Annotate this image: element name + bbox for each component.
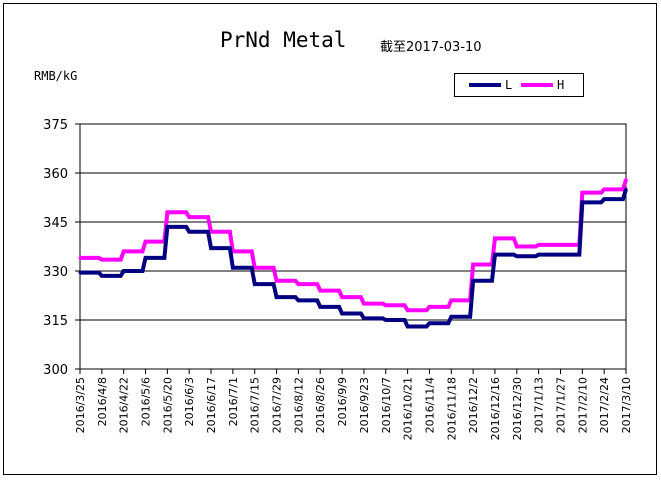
y-tick-label-2: 330 bbox=[43, 265, 68, 280]
x-tick-label-2: 2016/4/22 bbox=[118, 377, 131, 433]
data-point-l-24 bbox=[602, 197, 606, 201]
data-point-l-2 bbox=[122, 269, 126, 273]
data-point-l-18 bbox=[471, 279, 475, 283]
data-point-h-18 bbox=[471, 262, 475, 266]
data-point-h-8 bbox=[253, 266, 257, 270]
x-tick-label-25: 2017/3/10 bbox=[620, 377, 633, 433]
data-point-l-17 bbox=[449, 315, 453, 319]
x-tick-label-7: 2016/7/1 bbox=[227, 377, 240, 426]
x-tick-label-4: 2016/5/20 bbox=[161, 377, 174, 433]
y-tick-label-1: 315 bbox=[43, 314, 68, 329]
data-point-h-20 bbox=[515, 245, 519, 248]
data-point-h-21 bbox=[537, 243, 541, 247]
x-tick-label-11: 2016/8/26 bbox=[314, 377, 327, 433]
data-point-l-10 bbox=[296, 298, 300, 302]
data-point-l-15 bbox=[406, 325, 410, 329]
x-tick-label-24: 2017/2/24 bbox=[598, 377, 611, 433]
data-point-h-19 bbox=[493, 236, 497, 240]
data-point-h-17 bbox=[449, 298, 453, 302]
data-point-l-1 bbox=[100, 274, 104, 278]
data-point-l-14 bbox=[384, 318, 388, 322]
x-tick-label-15: 2016/10/21 bbox=[402, 377, 415, 440]
y-tick-label-5: 375 bbox=[43, 118, 68, 133]
data-point-h-12 bbox=[340, 295, 344, 299]
data-point-l-25 bbox=[624, 187, 628, 191]
data-point-l-23 bbox=[580, 200, 584, 204]
data-point-l-11 bbox=[318, 305, 322, 309]
legend-swatch-l bbox=[469, 83, 501, 87]
data-point-h-16 bbox=[427, 305, 431, 309]
legend-item-l: L bbox=[469, 76, 512, 94]
x-tick-label-5: 2016/6/3 bbox=[183, 377, 196, 426]
data-point-h-25 bbox=[624, 178, 628, 182]
y-tick-label-0: 300 bbox=[43, 363, 68, 378]
legend-item-h: H bbox=[521, 76, 564, 94]
data-point-l-5 bbox=[187, 230, 191, 234]
legend-label-l: L bbox=[505, 78, 513, 92]
data-point-l-8 bbox=[253, 282, 257, 286]
y-tick-label-3: 345 bbox=[43, 216, 68, 231]
x-tick-label-21: 2017/1/13 bbox=[533, 377, 546, 433]
legend-label-h: H bbox=[557, 78, 565, 92]
data-point-h-24 bbox=[602, 187, 606, 191]
data-point-h-4 bbox=[165, 210, 169, 214]
data-point-l-3 bbox=[144, 256, 148, 260]
data-point-h-5 bbox=[187, 215, 191, 219]
data-point-h-11 bbox=[318, 289, 322, 293]
data-point-h-23 bbox=[580, 191, 584, 195]
data-point-h-1 bbox=[100, 258, 104, 262]
data-point-l-0 bbox=[78, 271, 82, 275]
data-point-l-13 bbox=[362, 316, 366, 320]
x-tick-label-23: 2017/2/10 bbox=[576, 377, 589, 433]
data-point-h-0 bbox=[78, 256, 82, 260]
x-tick-label-19: 2016/12/16 bbox=[489, 377, 502, 440]
chart-title: PrNd Metal bbox=[220, 28, 347, 52]
x-tick-label-20: 2016/12/30 bbox=[511, 377, 524, 440]
x-tick-label-3: 2016/5/6 bbox=[140, 377, 153, 426]
data-point-l-16 bbox=[427, 321, 431, 325]
data-point-l-22 bbox=[558, 253, 562, 257]
x-tick-label-1: 2016/4/8 bbox=[96, 377, 109, 426]
data-point-l-19 bbox=[493, 253, 497, 257]
x-tick-label-12: 2016/9/9 bbox=[336, 377, 349, 426]
x-tick-label-16: 2016/11/4 bbox=[423, 377, 436, 433]
data-point-h-22 bbox=[558, 243, 562, 247]
chart-subtitle: 截至2017-03-10 bbox=[380, 40, 482, 55]
legend: L H bbox=[454, 73, 584, 97]
x-tick-label-0: 2016/3/25 bbox=[74, 377, 87, 433]
data-point-l-20 bbox=[515, 254, 519, 258]
y-axis-unit: RMB/kG bbox=[34, 69, 78, 83]
x-tick-label-13: 2016/9/23 bbox=[358, 377, 371, 433]
data-point-h-15 bbox=[406, 308, 410, 312]
x-tick-label-14: 2016/10/7 bbox=[380, 377, 393, 433]
data-point-h-10 bbox=[296, 282, 300, 286]
data-point-h-13 bbox=[362, 302, 366, 306]
data-point-l-9 bbox=[275, 295, 279, 299]
data-point-h-14 bbox=[384, 303, 388, 307]
x-tick-label-10: 2016/8/12 bbox=[292, 377, 305, 433]
x-tick-label-8: 2016/7/15 bbox=[249, 377, 262, 433]
data-point-h-3 bbox=[144, 240, 148, 244]
data-point-h-6 bbox=[209, 230, 213, 234]
x-tick-label-9: 2016/7/29 bbox=[271, 377, 284, 433]
x-tick-label-17: 2016/11/18 bbox=[445, 377, 458, 440]
data-point-l-21 bbox=[537, 253, 541, 257]
data-point-l-12 bbox=[340, 311, 344, 315]
x-tick-label-6: 2016/6/17 bbox=[205, 377, 218, 433]
x-tick-label-22: 2017/1/27 bbox=[554, 377, 567, 433]
data-point-l-6 bbox=[209, 246, 213, 250]
data-point-h-2 bbox=[122, 249, 126, 253]
legend-swatch-h bbox=[521, 83, 553, 87]
data-point-l-4 bbox=[165, 225, 169, 229]
data-point-h-9 bbox=[275, 279, 279, 283]
x-tick-label-18: 2016/12/2 bbox=[467, 377, 480, 433]
data-point-l-7 bbox=[231, 266, 235, 270]
y-tick-label-4: 360 bbox=[43, 167, 68, 182]
